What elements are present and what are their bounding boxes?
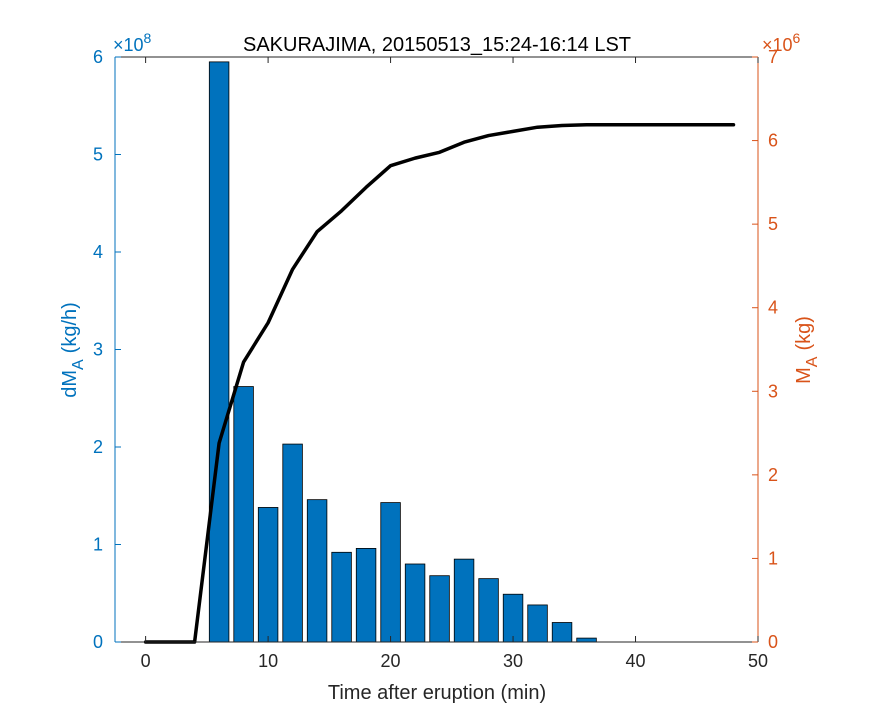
left-tick-label-6: 6 [93,47,103,67]
left-label-sub: A [70,359,87,370]
bar-12 [282,443,303,643]
right-label-sub: A [804,356,821,367]
right-axis-label-group: MA (kg) [793,316,821,384]
x-axis-label: Time after eruption (min) [328,682,546,704]
bar-14 [306,499,328,643]
right-label-unit: (kg) [793,316,815,350]
left-exponent-power: 8 [144,30,152,46]
bar-24 [429,575,450,643]
left-tick-label-1: 1 [93,535,103,555]
right-tick-label-2: 2 [768,465,778,485]
left-tick-label-5: 5 [93,145,103,165]
left-tick-label-0: 0 [93,632,103,652]
right-tick-label-5: 5 [768,214,778,234]
bar-22 [404,563,426,643]
bar-18 [355,548,377,643]
bar-30 [502,593,524,643]
x-tick-label-50: 50 [748,651,768,671]
left-tick-label-4: 4 [93,242,103,262]
right-label-main: M [793,367,815,384]
x-tick-label-10: 10 [258,651,278,671]
bar-32 [527,604,548,643]
right-axis-label: MA (kg) [793,316,821,384]
bar-26 [453,558,475,643]
left-tick-label-3: 3 [93,340,103,360]
bars-group [208,61,597,643]
chart-title: SAKURAJIMA, 20150513_15:24-16:14 LST [243,34,631,56]
left-axis-exponent: ×108 [113,30,152,55]
left-label-main: dM [59,370,81,398]
right-exponent-base: ×10 [762,35,793,55]
line-group [143,122,736,644]
right-tick-label-6: 6 [768,131,778,151]
bar-16 [331,551,352,643]
bar-20 [380,502,401,643]
left-axis-label-group: dMA (kg/h) [59,302,87,398]
left-ticks-group: 0 1 2 3 4 5 6 [93,47,121,652]
x-ticks-group: 0 10 20 30 40 50 [141,57,768,671]
left-exponent-base: ×10 [113,35,144,55]
x-tick-label-20: 20 [381,651,401,671]
bar-6 [208,61,230,643]
bar-8 [233,386,254,643]
right-tick-label-0: 0 [768,632,778,652]
left-tick-label-2: 2 [93,437,103,457]
bar-28 [478,578,499,643]
cumulative-mass-line [143,122,736,644]
right-exponent-power: 6 [793,30,801,46]
right-tick-label-7: 7 [768,47,778,67]
bar-36 [576,637,597,643]
right-tick-label-4: 4 [768,298,778,318]
x-tick-label-30: 30 [503,651,523,671]
left-label-unit: (kg/h) [59,302,81,353]
x-tick-label-0: 0 [141,651,151,671]
bar-10 [257,507,279,643]
x-tick-label-40: 40 [626,651,646,671]
right-ticks-group: 0 1 2 3 4 5 6 7 [752,47,778,652]
bar-34 [551,622,573,643]
left-axis-label: dMA (kg/h) [59,302,87,398]
right-tick-label-1: 1 [768,548,778,568]
right-tick-label-3: 3 [768,381,778,401]
right-axis-exponent: ×106 [762,30,801,55]
